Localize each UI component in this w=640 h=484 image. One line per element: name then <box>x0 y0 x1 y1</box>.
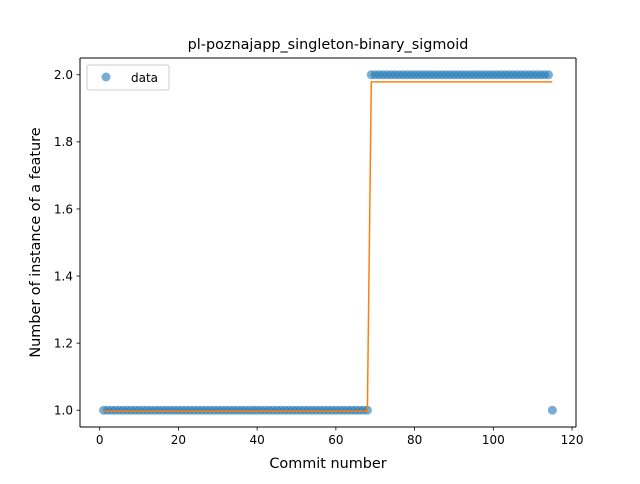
fit-line <box>103 81 553 412</box>
x-tick-label: 20 <box>171 433 186 447</box>
y-axis-label: Number of instance of a feature <box>28 127 44 357</box>
data-point <box>547 405 557 415</box>
x-tick-label: 100 <box>482 433 505 447</box>
x-axis-label: Commit number <box>269 456 386 472</box>
y-tick-label: 1.4 <box>54 269 73 283</box>
y-tick-label: 1.6 <box>54 202 73 216</box>
legend[interactable]: data <box>86 64 170 91</box>
x-tick-label: 80 <box>407 433 422 447</box>
x-tick-label: 40 <box>250 433 265 447</box>
data-point <box>543 70 553 80</box>
x-tick-label: 120 <box>561 433 584 447</box>
data-layer <box>99 70 557 415</box>
y-tick-label: 1.8 <box>54 135 73 149</box>
y-tick-label: 1.2 <box>54 336 73 350</box>
x-tick-label: 60 <box>328 433 343 447</box>
y-tick-label: 1.0 <box>54 404 73 418</box>
legend-label-data: data <box>131 71 158 85</box>
x-tick-label: 0 <box>96 433 104 447</box>
plot-area <box>80 58 576 427</box>
ticks-layer: 0 20 40 60 80 100 120 1.0 1.2 1.4 1.6 1.8 2.0 <box>54 68 584 447</box>
legend-marker-data <box>101 72 111 82</box>
legend-box <box>86 64 170 91</box>
chart-title: pl-poznajapp_singleton-binary_sigmoid <box>188 37 469 53</box>
y-tick-label: 2.0 <box>54 68 73 82</box>
